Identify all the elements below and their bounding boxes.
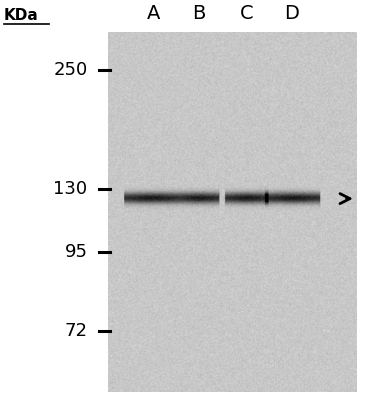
Text: 95: 95 (65, 243, 88, 261)
Text: D: D (285, 4, 299, 23)
Text: 72: 72 (65, 322, 88, 340)
Text: KDa: KDa (4, 8, 38, 23)
Text: A: A (147, 4, 160, 23)
Text: C: C (239, 4, 253, 23)
Text: B: B (192, 4, 205, 23)
Text: 130: 130 (54, 180, 88, 198)
Text: 250: 250 (53, 61, 88, 79)
